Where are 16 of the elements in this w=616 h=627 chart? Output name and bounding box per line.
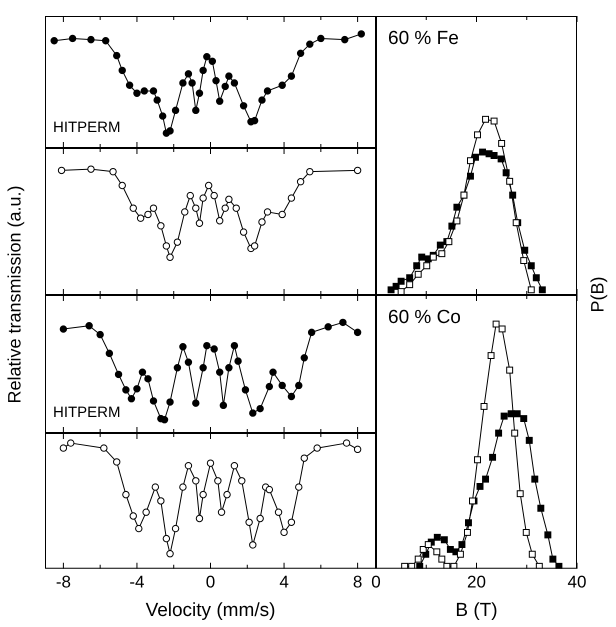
x-tick-label: 0 xyxy=(206,572,216,592)
x-tick-label: 0 xyxy=(371,572,381,592)
y-axis-title: P(B) xyxy=(588,276,608,312)
x-tick-label: -4 xyxy=(129,572,145,592)
x-tick-label: -8 xyxy=(56,572,71,592)
annotation: 60 % Co xyxy=(388,307,461,328)
x-tick-label: 40 xyxy=(568,572,586,592)
x-tick-label: 8 xyxy=(352,572,362,592)
x-axis-title: Velocity (mm/s) xyxy=(146,600,276,621)
x-tick-label: 4 xyxy=(279,572,289,592)
y-axis-title: Relative transmission (a.u.) xyxy=(4,185,26,404)
x-tick-label: 20 xyxy=(467,572,486,592)
series-label: HITPERM xyxy=(53,404,120,421)
series-label: HITPERM xyxy=(53,119,120,136)
text: 60 % Fe xyxy=(388,28,459,49)
x-axis-title: B (T) xyxy=(455,600,498,621)
